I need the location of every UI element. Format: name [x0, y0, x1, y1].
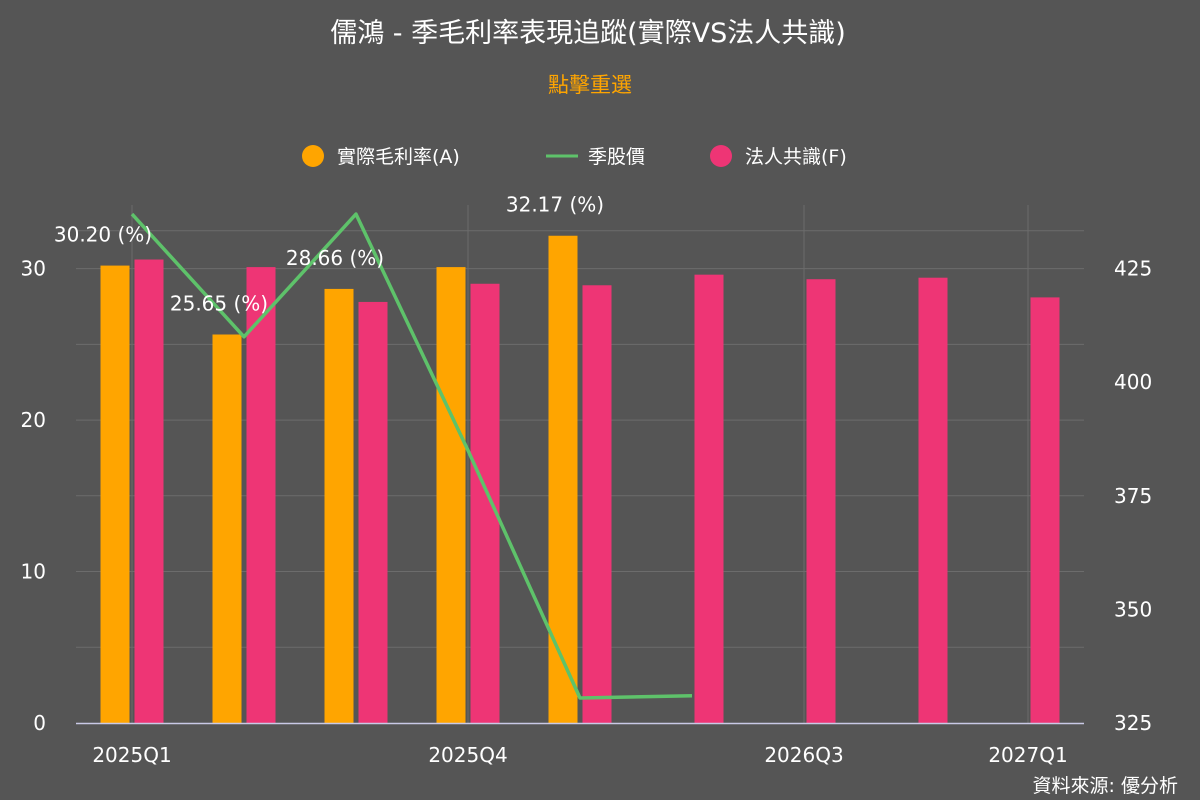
axes: 0 10 20 30 325 350 375 400 425 2025Q1 2025Q4 2026Q3… [21, 257, 1153, 767]
x-tick-label: 2025Q4 [428, 743, 507, 767]
x-tick-label: 2025Q1 [92, 743, 171, 767]
x-tick-label: 2027Q1 [988, 743, 1067, 767]
legend-label-actual: 實際毛利率(A) [337, 146, 460, 168]
y-right-tick-label: 425 [1114, 257, 1152, 281]
legend-label-consensus: 法人共識(F) [745, 146, 847, 168]
y-left-tick-label: 0 [33, 711, 46, 735]
grid [76, 205, 1084, 723]
legend-marker-actual [302, 145, 324, 167]
bar-actual [100, 265, 130, 723]
bar-consensus [1030, 297, 1060, 723]
bar-consensus [470, 283, 500, 723]
x-tick-label: 2026Q3 [764, 743, 843, 767]
price-line [130, 212, 693, 700]
bar-consensus [134, 259, 164, 723]
data-label-actual: 30.20 (%) [54, 223, 152, 247]
legend-item-price[interactable]: 季股價 [546, 146, 645, 168]
bar-consensus [358, 301, 388, 723]
legend: 實際毛利率(A) 季股價 法人共識(F) [302, 145, 847, 168]
y-right-tick-label: 400 [1114, 370, 1152, 394]
source-credit: 資料來源: 優分析 [1033, 775, 1178, 797]
reselect-link[interactable]: 點擊重選 [548, 73, 632, 97]
y-left-tick-label: 10 [21, 560, 46, 584]
bar-consensus [246, 267, 276, 723]
bar-actual [212, 334, 242, 723]
y-right-tick-label: 350 [1114, 597, 1152, 621]
legend-label-price: 季股價 [588, 146, 645, 168]
y-left-tick-label: 20 [21, 408, 46, 432]
bar-consensus [918, 277, 948, 723]
data-label-actual: 25.65 (%) [170, 292, 268, 316]
bar-consensus [806, 279, 836, 723]
bar-actual [436, 267, 466, 723]
y-left-tick-label: 30 [21, 257, 46, 281]
bar-actual [548, 235, 578, 724]
data-label-actual: 28.66 (%) [286, 246, 384, 270]
y-right-tick-label: 375 [1114, 484, 1152, 508]
y-right-tick-label: 325 [1114, 711, 1152, 735]
bar-consensus [694, 274, 724, 723]
bar-actual [324, 288, 354, 723]
data-labels: 30.20 (%) 25.65 (%) 28.66 (%) 32.17 (%) [54, 193, 604, 316]
legend-item-consensus[interactable]: 法人共識(F) [710, 145, 847, 168]
bar-consensus [582, 285, 612, 723]
chart-title: 儒鴻 - 季毛利率表現追蹤(實際VS法人共識) [330, 18, 846, 49]
bars [100, 235, 1060, 724]
legend-marker-consensus [710, 145, 732, 167]
data-label-actual: 32.17 (%) [506, 193, 604, 217]
legend-item-actual[interactable]: 實際毛利率(A) [302, 145, 460, 168]
price-line-path [130, 212, 693, 700]
